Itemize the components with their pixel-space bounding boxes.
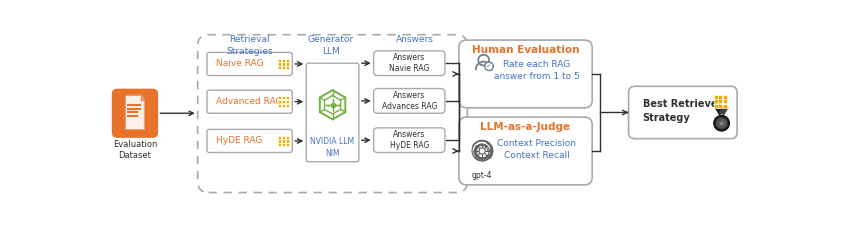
Bar xyxy=(723,95,727,99)
Bar xyxy=(286,66,289,69)
Bar xyxy=(714,95,717,99)
Bar xyxy=(286,96,289,99)
FancyBboxPatch shape xyxy=(207,129,292,153)
Bar xyxy=(282,100,286,103)
Circle shape xyxy=(479,148,485,154)
FancyBboxPatch shape xyxy=(306,63,359,162)
Polygon shape xyxy=(141,96,144,100)
Polygon shape xyxy=(126,96,144,129)
Text: Evaluation
Dataset: Evaluation Dataset xyxy=(113,140,157,160)
FancyBboxPatch shape xyxy=(207,52,292,76)
Text: Generator
LLM: Generator LLM xyxy=(308,36,354,56)
Bar xyxy=(278,58,281,62)
FancyBboxPatch shape xyxy=(459,117,592,185)
Text: gpt-4: gpt-4 xyxy=(472,171,492,180)
Bar xyxy=(714,99,717,103)
Bar xyxy=(278,66,281,69)
Text: ★: ★ xyxy=(718,119,725,128)
Text: Answers
Navie RAG: Answers Navie RAG xyxy=(389,53,429,73)
Bar xyxy=(286,58,289,62)
Bar xyxy=(278,143,281,146)
Bar xyxy=(278,140,281,142)
Bar xyxy=(723,104,727,108)
Bar xyxy=(286,104,289,107)
FancyBboxPatch shape xyxy=(374,89,445,113)
Bar xyxy=(286,140,289,142)
FancyBboxPatch shape xyxy=(374,51,445,76)
Text: Answers
Advances RAG: Answers Advances RAG xyxy=(382,91,437,111)
Bar xyxy=(282,96,286,99)
Bar xyxy=(718,95,722,99)
Bar xyxy=(278,104,281,107)
Bar xyxy=(286,100,289,103)
Text: LLM-as-a-Judge: LLM-as-a-Judge xyxy=(480,122,570,133)
Bar xyxy=(282,140,286,142)
Text: Human Evaluation: Human Evaluation xyxy=(472,45,579,56)
Text: Best Retriever
Strategy: Best Retriever Strategy xyxy=(643,99,722,123)
Bar xyxy=(286,62,289,65)
Circle shape xyxy=(714,116,729,131)
Bar xyxy=(282,136,286,139)
Bar xyxy=(282,66,286,69)
Bar xyxy=(718,104,722,108)
Bar xyxy=(278,96,281,99)
FancyBboxPatch shape xyxy=(374,128,445,153)
Text: Answers: Answers xyxy=(396,36,434,45)
Text: Answers
HyDE RAG: Answers HyDE RAG xyxy=(389,130,429,150)
Bar xyxy=(286,136,289,139)
Bar xyxy=(282,62,286,65)
Bar xyxy=(278,62,281,65)
Circle shape xyxy=(484,62,493,70)
Bar xyxy=(282,104,286,107)
Bar xyxy=(282,143,286,146)
Bar xyxy=(714,104,717,108)
Bar xyxy=(718,99,722,103)
Text: Context Precision
Context Recall: Context Precision Context Recall xyxy=(497,139,576,160)
Bar xyxy=(278,136,281,139)
Bar xyxy=(723,99,727,103)
FancyBboxPatch shape xyxy=(112,89,157,137)
FancyBboxPatch shape xyxy=(198,35,468,193)
Text: ✓: ✓ xyxy=(486,63,492,69)
Bar xyxy=(282,58,286,62)
FancyBboxPatch shape xyxy=(629,86,737,139)
Text: Naive RAG: Naive RAG xyxy=(216,59,264,68)
Text: Rate each RAG
answer from 1 to 5: Rate each RAG answer from 1 to 5 xyxy=(494,61,579,81)
Circle shape xyxy=(716,117,728,129)
FancyBboxPatch shape xyxy=(207,90,292,113)
Text: Retrieval
Strategies: Retrieval Strategies xyxy=(226,36,273,56)
Text: Advanced RAG: Advanced RAG xyxy=(216,97,283,106)
Bar xyxy=(278,100,281,103)
Text: HyDE RAG: HyDE RAG xyxy=(216,136,263,145)
FancyBboxPatch shape xyxy=(459,40,592,108)
Text: NVIDIA LLM
NIM: NVIDIA LLM NIM xyxy=(310,137,354,158)
Bar xyxy=(286,143,289,146)
